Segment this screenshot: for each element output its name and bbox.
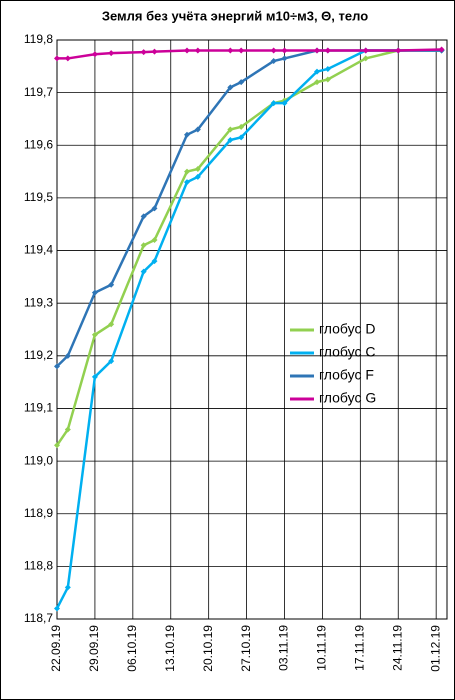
data-point (54, 605, 60, 612)
data-point (151, 48, 158, 55)
data-point (270, 100, 277, 107)
y-tick-label: 119,8 (24, 32, 53, 46)
data-point (184, 47, 190, 54)
data-point (54, 442, 60, 449)
x-tick-label: 22.09.19 (49, 625, 63, 672)
x-tick-label: 13.10.19 (163, 625, 177, 672)
data-point (238, 79, 245, 86)
y-tick-label: 119,4 (24, 243, 53, 257)
data-point (362, 47, 369, 54)
legend-text: глобус F (319, 367, 374, 383)
data-point (151, 205, 158, 212)
y-tick-label: 118,7 (24, 611, 53, 625)
data-point (91, 331, 98, 338)
x-tick-label: 24.11.19 (390, 625, 404, 671)
data-point (91, 289, 98, 296)
x-tick-label: 06.10.19 (125, 625, 139, 672)
data-point (281, 55, 288, 62)
chart-title: Земля без учёта энергий м10÷м3, Θ, тело (102, 8, 368, 23)
data-point (314, 79, 320, 86)
data-point (184, 168, 190, 175)
data-point (108, 281, 115, 288)
y-tick-label: 119,6 (24, 137, 53, 151)
legend-text: глобус G (319, 390, 376, 406)
data-point (362, 55, 369, 62)
y-tick-label: 119,5 (24, 190, 53, 204)
data-point (324, 47, 331, 54)
data-point (140, 242, 147, 249)
x-tick-label: 27.10.19 (239, 625, 253, 672)
data-point (64, 426, 71, 433)
data-point (395, 47, 402, 54)
x-tick-label: 10.11.19 (315, 625, 329, 671)
data-point (64, 55, 71, 62)
data-point (314, 47, 320, 54)
data-point (324, 65, 331, 72)
y-tick-label: 119,0 (24, 453, 53, 467)
data-point (140, 268, 147, 275)
x-tick-label: 01.12.19 (428, 625, 442, 672)
data-point (151, 237, 158, 244)
y-tick-label: 118,8 (24, 559, 53, 573)
y-tick-label: 119,7 (24, 85, 53, 99)
data-point (194, 173, 201, 180)
data-point (324, 76, 331, 83)
data-point (238, 134, 245, 141)
data-point (281, 47, 288, 54)
legend-text: глобус D (319, 321, 375, 337)
data-point (227, 137, 234, 144)
data-point (227, 47, 234, 54)
data-point (281, 100, 288, 107)
x-tick-label: 03.11.19 (277, 625, 291, 671)
data-point (270, 47, 277, 54)
data-point (184, 131, 190, 138)
data-point (238, 123, 245, 130)
data-point (194, 126, 201, 133)
y-tick-label: 119,2 (24, 348, 53, 362)
data-point (438, 46, 445, 53)
data-point (194, 47, 201, 54)
y-tick-label: 118,9 (24, 506, 53, 520)
data-point (314, 68, 320, 75)
y-tick-label: 119,1 (24, 401, 53, 415)
data-point (91, 373, 98, 380)
y-tick-label: 119,3 (24, 295, 53, 309)
x-tick-label: 17.11.19 (353, 625, 367, 671)
legend-text: глобус C (319, 344, 375, 360)
data-point (227, 84, 234, 91)
data-point (151, 258, 158, 265)
data-point (108, 50, 115, 57)
data-point (238, 47, 245, 54)
data-point (194, 165, 201, 172)
data-point (108, 321, 115, 328)
data-point (64, 584, 71, 591)
x-tick-label: 20.10.19 (201, 625, 215, 672)
data-point (108, 358, 115, 365)
data-point (227, 126, 234, 133)
data-point (91, 51, 98, 58)
data-point (54, 55, 60, 62)
data-point (270, 58, 277, 65)
data-point (54, 363, 60, 370)
data-point (140, 213, 147, 220)
data-point (140, 49, 147, 56)
data-point (64, 352, 71, 359)
data-point (184, 179, 190, 186)
x-tick-label: 29.09.19 (87, 625, 101, 672)
